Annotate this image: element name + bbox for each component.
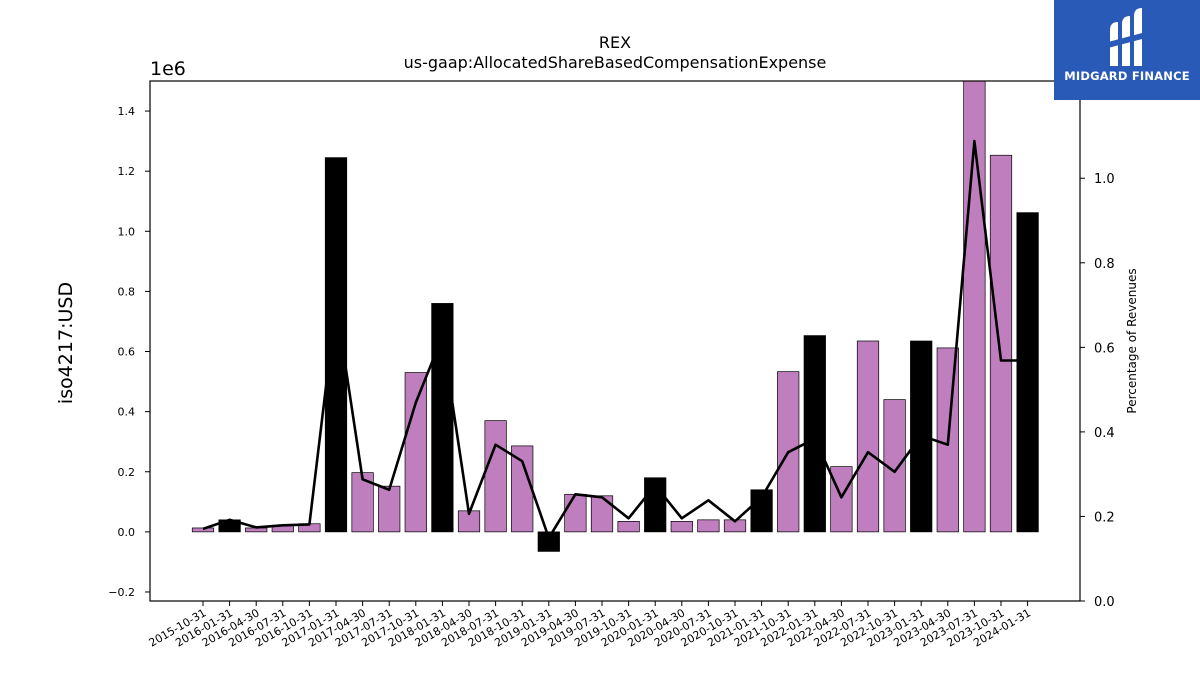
bars-layer <box>191 81 1039 552</box>
chart-subtitle: us-gaap:AllocatedShareBasedCompensationE… <box>404 53 827 72</box>
y2-tick-label: 0.0 <box>1094 595 1115 610</box>
bar-2018-10-31 <box>511 445 534 533</box>
x-axis: 2015-10-312016-01-312016-04-302016-07-31… <box>147 601 1033 650</box>
y-tick-label: 0.0 <box>118 526 136 539</box>
bar-2019-10-31 <box>617 520 640 533</box>
bar-2022-10-31 <box>883 399 906 533</box>
bar-2022-01-31 <box>803 335 826 533</box>
midgard-logo-icon <box>1108 8 1146 66</box>
y-tick-label: 0.8 <box>118 285 136 298</box>
bar-2019-01-31 <box>537 531 560 552</box>
bar-2024-01-31 <box>1016 212 1039 533</box>
y-tick-label: 0.6 <box>118 346 136 359</box>
plot-frame <box>149 80 1081 602</box>
line-layer <box>202 139 1028 540</box>
y-tick-label: 1.0 <box>118 225 136 238</box>
y2-tick-label: 0.6 <box>1094 341 1115 356</box>
bar-2023-10-31 <box>989 154 1013 533</box>
bar-2023-07-31 <box>963 81 986 533</box>
y-tick-label: 1.4 <box>118 105 136 118</box>
y2-tick-label: 0.8 <box>1094 257 1115 272</box>
midgard-finance-logo: MIDGARD FINANCE <box>1054 0 1200 100</box>
y-tick-label: 0.2 <box>118 466 136 479</box>
y2-axis-label: Percentage of Revenues <box>1125 268 1139 413</box>
bar-2017-10-31 <box>404 372 427 533</box>
bar-2022-04-30 <box>830 466 853 533</box>
bar-2019-04-30 <box>564 493 587 533</box>
y-tick-label: 0.4 <box>118 406 136 419</box>
bar-2017-01-31 <box>324 157 348 533</box>
bar-2019-07-31 <box>590 495 614 533</box>
bar-2020-07-31 <box>697 519 720 533</box>
y-offset-text: 1e6 <box>150 58 186 80</box>
y2-tick-label: 0.2 <box>1094 510 1115 525</box>
bar-2020-04-30 <box>670 520 693 533</box>
y2-tick-label: 1.0 <box>1094 172 1115 187</box>
chart-title: REX <box>599 33 631 52</box>
logo-text: MIDGARD FINANCE <box>1064 69 1190 83</box>
bar-2022-07-31 <box>856 340 880 533</box>
y2-tick-label: 0.4 <box>1094 426 1115 441</box>
y-axis-label: iso4217:USD <box>55 282 77 404</box>
bar-2018-01-31 <box>431 303 454 533</box>
y-tick-label: −0.2 <box>108 586 135 599</box>
y-axis: −0.2 0.0 0.2 0.4 0.6 0.8 1.0 1.2 1.4 <box>108 105 150 599</box>
y-tick-label: 1.2 <box>118 165 136 178</box>
y2-axis: 0.0 0.2 0.4 0.6 0.8 1.0 <box>1080 172 1115 610</box>
bar-2018-07-31 <box>484 420 507 533</box>
bar-2021-01-31 <box>750 489 773 533</box>
bar-2017-07-31 <box>378 485 401 533</box>
series-line <box>202 139 1028 540</box>
